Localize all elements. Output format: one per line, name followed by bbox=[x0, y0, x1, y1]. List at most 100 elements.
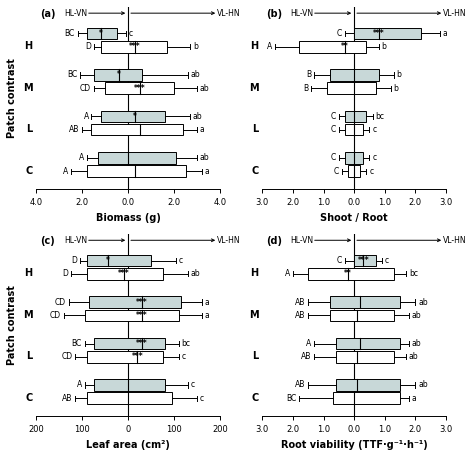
Text: a: a bbox=[200, 125, 204, 134]
Text: L: L bbox=[253, 351, 259, 361]
Text: C: C bbox=[331, 112, 336, 121]
Bar bbox=[336, 338, 400, 349]
Text: BC: BC bbox=[72, 339, 82, 348]
Text: VL-HN: VL-HN bbox=[217, 9, 241, 18]
Text: bc: bc bbox=[375, 112, 384, 121]
Bar bbox=[345, 124, 364, 135]
Text: ***: *** bbox=[132, 352, 143, 361]
Text: A: A bbox=[77, 381, 82, 389]
Text: C: C bbox=[331, 125, 336, 134]
Bar bbox=[87, 351, 163, 362]
Bar bbox=[105, 82, 174, 94]
Bar bbox=[87, 255, 151, 266]
Bar bbox=[91, 124, 183, 135]
Text: *: * bbox=[99, 29, 102, 38]
Text: c: c bbox=[369, 167, 373, 175]
Bar bbox=[87, 165, 185, 177]
Bar bbox=[87, 28, 117, 39]
Text: AB: AB bbox=[69, 125, 80, 134]
Text: A: A bbox=[306, 339, 311, 348]
Text: BC: BC bbox=[64, 29, 75, 38]
Bar bbox=[336, 379, 400, 391]
Bar bbox=[94, 379, 165, 391]
Bar bbox=[330, 296, 400, 308]
Bar bbox=[100, 41, 167, 53]
Bar bbox=[327, 82, 375, 94]
Text: A: A bbox=[63, 167, 68, 175]
X-axis label: Shoot / Root: Shoot / Root bbox=[320, 213, 388, 223]
Text: C: C bbox=[331, 154, 336, 162]
Text: c: c bbox=[372, 125, 376, 134]
Text: ab: ab bbox=[191, 269, 200, 278]
Text: b: b bbox=[393, 84, 399, 93]
Text: ***: *** bbox=[373, 29, 384, 38]
Bar bbox=[94, 338, 165, 349]
Text: a: a bbox=[204, 167, 209, 175]
Text: (c): (c) bbox=[40, 236, 55, 246]
Text: ab: ab bbox=[193, 112, 202, 121]
Text: ***: *** bbox=[357, 256, 369, 265]
Bar bbox=[89, 296, 181, 308]
Text: C: C bbox=[337, 29, 342, 38]
Text: ***: *** bbox=[134, 84, 146, 93]
Text: ab: ab bbox=[200, 154, 210, 162]
Bar bbox=[345, 111, 366, 122]
Text: C: C bbox=[251, 393, 259, 403]
Text: D: D bbox=[85, 42, 91, 51]
Text: H: H bbox=[251, 268, 259, 278]
Text: AB: AB bbox=[295, 311, 306, 320]
Bar bbox=[308, 268, 394, 280]
Text: CD: CD bbox=[50, 311, 61, 320]
Text: ab: ab bbox=[418, 298, 428, 307]
Text: A: A bbox=[79, 154, 84, 162]
Text: b: b bbox=[193, 42, 198, 51]
Text: BC: BC bbox=[67, 70, 77, 80]
Text: *: * bbox=[117, 70, 121, 80]
Text: H: H bbox=[251, 41, 259, 51]
Text: D: D bbox=[62, 269, 68, 278]
Y-axis label: Patch contrast: Patch contrast bbox=[7, 58, 17, 138]
Text: (a): (a) bbox=[40, 9, 55, 19]
Text: CD: CD bbox=[55, 298, 66, 307]
Text: M: M bbox=[23, 310, 33, 320]
Bar bbox=[333, 393, 400, 404]
Text: D: D bbox=[72, 256, 77, 265]
Text: ab: ab bbox=[412, 311, 421, 320]
Text: HL-VN: HL-VN bbox=[64, 9, 88, 18]
Text: bc: bc bbox=[182, 339, 191, 348]
Text: ab: ab bbox=[412, 339, 421, 348]
Text: CD: CD bbox=[62, 352, 73, 361]
Text: c: c bbox=[384, 256, 389, 265]
Bar bbox=[98, 152, 176, 164]
Text: c: c bbox=[179, 256, 183, 265]
Text: AB: AB bbox=[295, 381, 306, 389]
Bar bbox=[87, 393, 172, 404]
Text: VL-HN: VL-HN bbox=[217, 236, 241, 245]
Bar bbox=[354, 28, 421, 39]
Text: ab: ab bbox=[418, 381, 428, 389]
Text: ab: ab bbox=[191, 70, 200, 80]
Text: ***: *** bbox=[129, 42, 141, 51]
Text: L: L bbox=[253, 124, 259, 134]
Bar bbox=[354, 255, 375, 266]
Text: H: H bbox=[25, 268, 33, 278]
Text: AB: AB bbox=[301, 352, 311, 361]
Text: c: c bbox=[128, 29, 133, 38]
Text: **: ** bbox=[341, 42, 349, 51]
Text: VL-HN: VL-HN bbox=[443, 236, 467, 245]
Y-axis label: Patch contrast: Patch contrast bbox=[7, 285, 17, 365]
Text: a: a bbox=[204, 311, 209, 320]
Text: AB: AB bbox=[62, 394, 73, 403]
Text: B: B bbox=[307, 70, 311, 80]
Bar bbox=[330, 309, 394, 321]
Text: L: L bbox=[27, 351, 33, 361]
Text: C: C bbox=[337, 256, 342, 265]
Text: L: L bbox=[27, 124, 33, 134]
Text: M: M bbox=[249, 83, 259, 93]
Text: A: A bbox=[285, 269, 290, 278]
Text: B: B bbox=[303, 84, 309, 93]
Text: ***: *** bbox=[136, 311, 148, 320]
Text: A: A bbox=[83, 112, 89, 121]
Bar bbox=[84, 309, 179, 321]
Text: M: M bbox=[23, 83, 33, 93]
